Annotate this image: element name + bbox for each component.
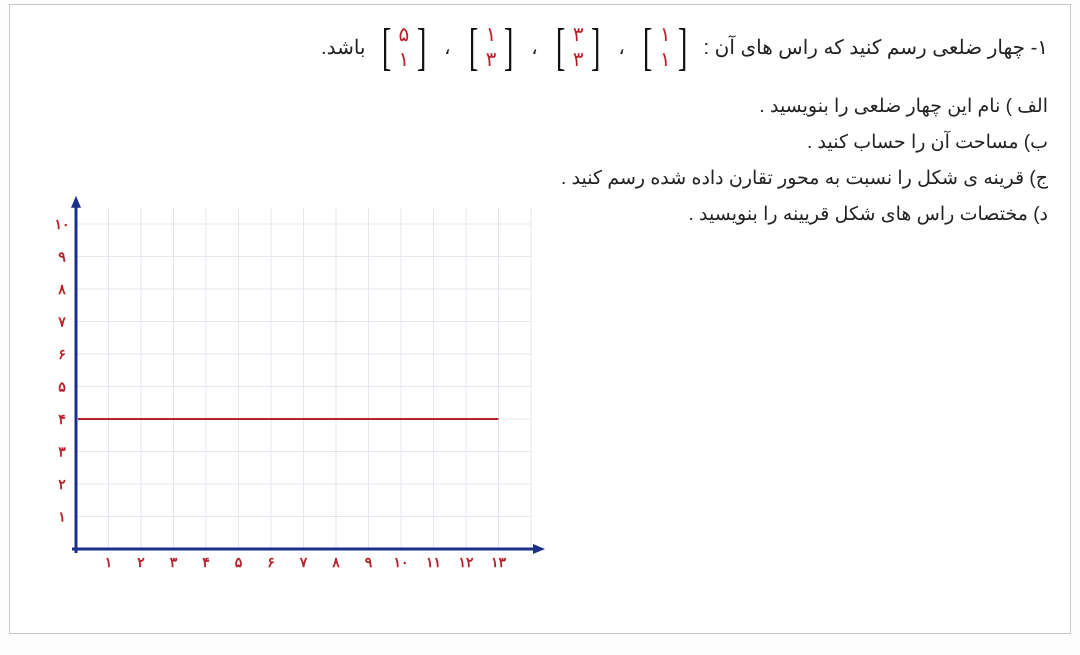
bracket-left-icon: [ [591,25,601,72]
vector-1: [ ۱ ۱ ] [639,23,692,73]
svg-text:۸: ۸ [57,281,66,297]
coordinate-grid: ۱۲۳۴۵۶۷۸۹۱۰۱۱۱۲۱۳۱۲۳۴۵۶۷۸۹۱۰ [32,183,1048,583]
question-lead: ۱- چهار ضلعی رسم کنید که راس های آن : [704,34,1048,62]
vector-4-col: ۵ ۱ [395,23,413,73]
vector-2-col: ۳ ۳ [569,23,587,73]
svg-text:۱۳: ۱۳ [491,554,507,570]
svg-text:۴: ۴ [202,554,210,570]
svg-text:۵: ۵ [58,379,66,395]
vector-2-bottom: ۳ [573,48,584,73]
vector-4-bottom: ۱ [398,48,409,73]
vector-1-col: ۱ ۱ [656,23,674,73]
svg-text:۲: ۲ [58,476,66,492]
svg-text:۱۰: ۱۰ [393,554,408,570]
worksheet-page: ۱- چهار ضلعی رسم کنید که راس های آن : [ … [9,4,1071,634]
bracket-left-icon: [ [504,25,514,72]
vector-3-bottom: ۳ [486,48,497,73]
subpart-a: الف ) نام این چهار ضلعی را بنویسید . [32,89,1048,125]
svg-text:۱۲: ۱۲ [458,554,474,570]
svg-text:۶: ۶ [267,554,275,570]
svg-text:۳: ۳ [170,554,178,570]
grid-svg: ۱۲۳۴۵۶۷۸۹۱۰۱۱۱۲۱۳۱۲۳۴۵۶۷۸۹۱۰ [32,183,552,583]
svg-text:۴: ۴ [58,411,66,427]
subpart-b: ب) مساحت آن را حساب کنید . [32,125,1048,161]
bracket-right-icon: ] [469,25,479,72]
svg-text:۹: ۹ [58,249,66,265]
vector-3: [ ۱ ۳ ] [465,23,518,73]
bracket-left-icon: [ [417,25,427,72]
vector-4-top: ۵ [398,23,409,48]
vector-3-col: ۱ ۳ [482,23,500,73]
svg-text:۱۱: ۱۱ [426,554,441,570]
svg-text:۱: ۱ [105,554,113,570]
vector-3-top: ۱ [486,23,497,48]
bracket-right-icon: ] [556,25,566,72]
separator-3: ، [444,34,450,62]
svg-text:۶: ۶ [58,346,66,362]
bracket-left-icon: [ [678,25,688,72]
svg-text:۷: ۷ [299,554,308,570]
svg-text:۸: ۸ [331,554,340,570]
svg-text:۵: ۵ [235,554,243,570]
svg-text:۳: ۳ [58,444,66,460]
svg-text:۱۰: ۱۰ [54,216,69,232]
vector-2-top: ۳ [573,23,584,48]
vector-4: [ ۵ ۱ ] [378,23,431,73]
separator-1: ، [618,34,624,62]
question-line: ۱- چهار ضلعی رسم کنید که راس های آن : [ … [32,23,1048,73]
bracket-right-icon: ] [643,25,653,72]
separator-2: ، [531,34,537,62]
svg-text:۷: ۷ [57,314,66,330]
vector-1-top: ۱ [660,23,671,48]
bracket-right-icon: ] [381,25,391,72]
vector-1-bottom: ۱ [660,48,671,73]
svg-text:۱: ۱ [58,509,66,525]
vector-2: [ ۳ ۳ ] [552,23,605,73]
question-tail: باشد. [321,34,365,62]
svg-text:۹: ۹ [365,554,373,570]
svg-text:۲: ۲ [137,554,145,570]
